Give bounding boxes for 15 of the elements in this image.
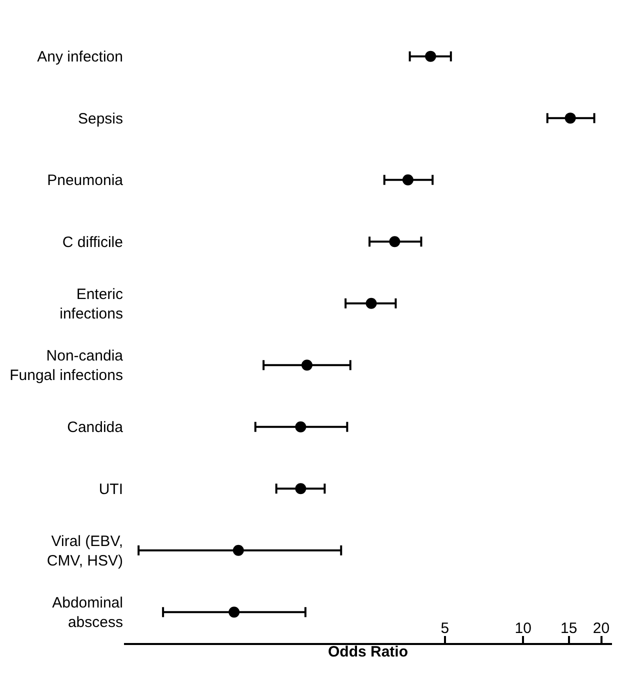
y-tick-label: Pneumonia <box>47 172 124 190</box>
x-tick-label: 10 <box>514 620 532 637</box>
y-tick-label: Any infection <box>37 48 123 66</box>
x-axis-title: Odds Ratio <box>328 644 408 660</box>
x-tick-label: 5 <box>440 620 450 637</box>
y-tick-label: Candida <box>67 419 124 436</box>
y-tick-label: Abdominal abscess <box>52 594 123 632</box>
y-tick-label: Enteric infections <box>60 286 124 322</box>
x-tick-label: 15 <box>560 620 578 637</box>
y-tick-label: Non-candia Fungal infections <box>10 348 124 384</box>
x-tick-label: 20 <box>592 620 610 637</box>
y-tick-label: C difficile <box>62 234 123 251</box>
y-tick-label: Sepsis <box>78 110 123 128</box>
y-tick-label: Viral (EBV, CMV, HSV) <box>46 532 123 570</box>
y-tick-label: UTI <box>98 480 123 498</box>
